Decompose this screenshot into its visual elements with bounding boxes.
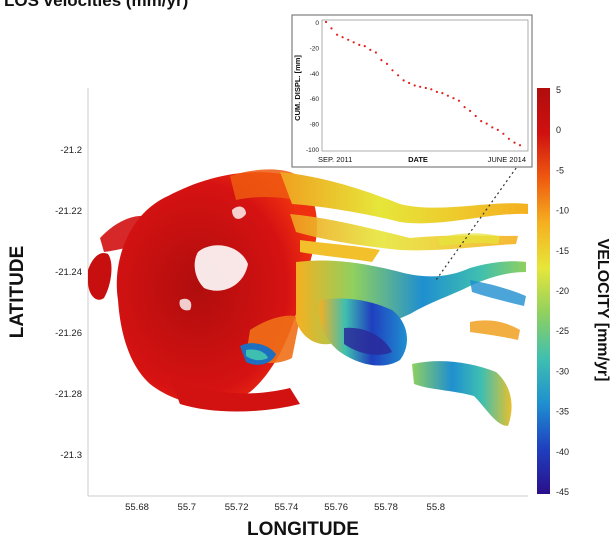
inset-data-point <box>496 128 499 131</box>
inset-data-point <box>330 27 333 30</box>
colorbar-tick-label: -15 <box>556 246 569 256</box>
x-tick-label: 55.7 <box>178 502 197 513</box>
inset-series <box>324 20 522 147</box>
y-axis-label: LATITUDE <box>7 246 28 339</box>
x-tick-label: 55.68 <box>125 502 149 513</box>
inset-data-point <box>424 86 427 90</box>
y-tick-label: -21.28 <box>55 389 82 400</box>
inset-data-point <box>369 48 372 52</box>
inset-data-point <box>513 141 516 144</box>
inset-data-point <box>397 74 400 77</box>
inset-data-point <box>336 33 339 36</box>
y-tick-labels: -21.2 -21.22 -21.24 -21.26 -21.28 -21.3 <box>55 145 82 461</box>
colorbar-tick-labels: 5 0 -5 -10 -15 -20 -25 -30 -35 -40 -45 <box>556 85 569 497</box>
inset-data-point <box>363 45 366 48</box>
inset-data-point <box>430 88 433 91</box>
inset-data-point <box>358 43 361 47</box>
inset-data-point <box>457 99 461 102</box>
colorbar-tick-label: -40 <box>556 447 569 457</box>
velocity-raster <box>88 169 528 426</box>
inset-data-point <box>463 106 466 109</box>
inset-timeseries: 0 -20 -40 -60 -80 -100 CUM. DISPL. [mm] SEP. … <box>291 14 533 168</box>
x-tick-label: 55.72 <box>225 502 249 513</box>
inset-x-end-label: JUNE 2014 <box>488 155 526 164</box>
inset-data-point <box>469 109 472 112</box>
inset-y-axis-label: CUM. DISPL. [mm] <box>293 55 302 121</box>
inset-plot-area <box>321 19 529 152</box>
colorbar-tick-label: -45 <box>556 487 569 497</box>
inset-data-point <box>380 59 383 62</box>
colorbar-tick-label: -30 <box>556 366 569 376</box>
inset-data-point <box>374 51 377 54</box>
inset-data-point <box>518 144 522 147</box>
inset-data-point <box>347 38 350 41</box>
inset-data-point <box>446 94 449 97</box>
map-title: LOS velocities (mm/yr) <box>4 0 189 10</box>
colorbar-tick-label: -5 <box>556 165 564 175</box>
inset-x-axis-label: DATE <box>408 155 428 164</box>
inset-data-point <box>419 85 422 88</box>
x-tick-label: 55.8 <box>427 502 446 513</box>
y-tick-label: -21.3 <box>60 450 82 461</box>
inset-data-point <box>441 92 444 95</box>
colorbar-tick-label: -35 <box>556 407 569 417</box>
inset-data-point <box>402 79 405 82</box>
inset-y-tick-label: 0 <box>315 20 319 27</box>
inset-data-point <box>352 41 355 44</box>
y-tick-label: -21.24 <box>55 267 82 278</box>
inset-data-point <box>435 90 438 93</box>
inset-data-point <box>341 36 344 39</box>
x-tick-labels: 55.68 55.7 55.72 55.74 55.76 55.78 55.8 <box>125 502 445 513</box>
inset-x-start-label: SEP. 2011 <box>318 155 352 164</box>
inset-panel <box>291 14 533 168</box>
inset-y-tick-label: -20 <box>310 45 320 52</box>
x-tick-label: 55.78 <box>374 502 398 513</box>
colorbar-tick-label: -10 <box>556 206 569 216</box>
colorbar: 5 0 -5 -10 -15 -20 -25 -30 -35 -40 -45 VELOCITY [m… <box>537 85 611 497</box>
y-tick-label: -21.26 <box>55 328 82 339</box>
map-axes <box>87 88 528 497</box>
colorbar-label: VELOCITY [mm/yr] <box>594 239 611 382</box>
colorbar-tick-label: -20 <box>556 286 569 296</box>
inset-data-point <box>502 132 505 135</box>
colorbar-tick-label: -25 <box>556 326 569 336</box>
x-axis-label: LONGITUDE <box>247 519 359 540</box>
y-tick-label: -21.22 <box>55 206 82 217</box>
inset-data-point <box>485 122 488 125</box>
inset-data-point <box>474 114 477 118</box>
x-tick-label: 55.76 <box>324 502 348 513</box>
colorbar-tick-label: 0 <box>556 125 561 135</box>
inset-leader-line <box>435 163 520 281</box>
inset-y-tick-label: -100 <box>306 147 319 154</box>
colorbar-tick-label: 5 <box>556 85 561 95</box>
inset-data-point <box>391 69 394 72</box>
inset-y-tick-labels: 0 -20 -40 -60 -80 -100 <box>306 20 319 154</box>
inset-data-point <box>480 120 483 123</box>
inset-data-point <box>385 62 389 65</box>
inset-y-tick-label: -40 <box>310 71 320 78</box>
inset-y-tick-label: -60 <box>310 96 320 103</box>
inset-data-point <box>491 126 494 129</box>
inset-data-point <box>408 81 411 85</box>
x-tick-label: 55.74 <box>275 502 299 513</box>
y-tick-label: -21.2 <box>60 145 82 156</box>
inset-data-point <box>413 84 416 87</box>
inset-data-point <box>507 137 510 140</box>
inset-y-tick-label: -80 <box>310 122 320 129</box>
inset-data-point <box>324 20 328 24</box>
inset-data-point <box>452 97 455 100</box>
colorbar-ramp <box>537 88 550 494</box>
